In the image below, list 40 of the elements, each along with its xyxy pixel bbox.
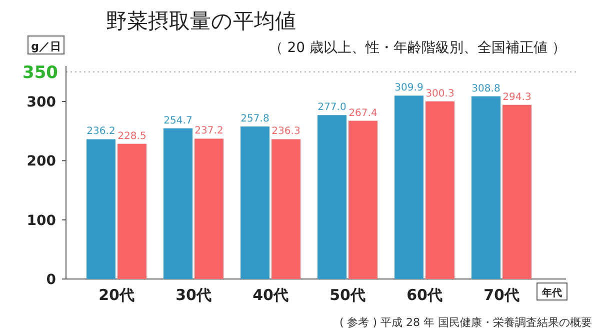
- bar: [240, 126, 270, 279]
- text: ( 参考 ) 平成 28 年 国民健康・栄養調査結果の概要: [339, 316, 592, 329]
- y-tick-label: 0: [46, 272, 56, 288]
- y-axis-title: g／日: [31, 40, 61, 53]
- data-label: 257.8: [240, 113, 270, 124]
- data-label: 236.2: [86, 126, 116, 138]
- data-label: 228.5: [118, 130, 146, 142]
- x-tick-label: 70代: [484, 286, 520, 304]
- bar: [194, 138, 224, 279]
- chart-subtitle: （ 20 歳以上、性・年齢階級別、全国補正値 ）: [268, 40, 566, 56]
- bar: [348, 120, 378, 279]
- x-tick-label: 20代: [98, 286, 134, 304]
- bar: [86, 139, 116, 279]
- bar: [502, 104, 532, 279]
- x-tick-label: 30代: [176, 286, 212, 304]
- data-label: 308.8: [472, 83, 500, 94]
- bar: [318, 115, 346, 279]
- x-tick-label: 60代: [406, 286, 442, 304]
- bar: [394, 96, 424, 279]
- data-label: 277.0: [318, 102, 346, 114]
- bar: [426, 101, 454, 279]
- y-tick-label: 200: [26, 154, 56, 170]
- data-label: 300.3: [426, 88, 454, 100]
- x-tick-label: 40代: [252, 286, 288, 304]
- data-label: 237.2: [194, 126, 224, 137]
- x-axis-title: 年代: [541, 287, 562, 299]
- bar: [118, 144, 146, 279]
- ref-line-label: 350: [22, 62, 58, 83]
- bar: [272, 139, 300, 279]
- data-label: 294.3: [502, 92, 532, 103]
- data-label: 254.7: [164, 115, 192, 126]
- bar: [164, 128, 192, 279]
- y-tick-label: 100: [26, 212, 56, 229]
- data-label: 236.3: [272, 126, 300, 138]
- x-tick-label: 50代: [330, 286, 366, 304]
- data-label: 267.4: [348, 108, 378, 119]
- data-label: 309.9: [394, 82, 424, 94]
- chart-title: 野菜摂取量の平均値: [106, 9, 296, 33]
- bar: [472, 96, 500, 279]
- y-tick-label: 300: [26, 94, 56, 110]
